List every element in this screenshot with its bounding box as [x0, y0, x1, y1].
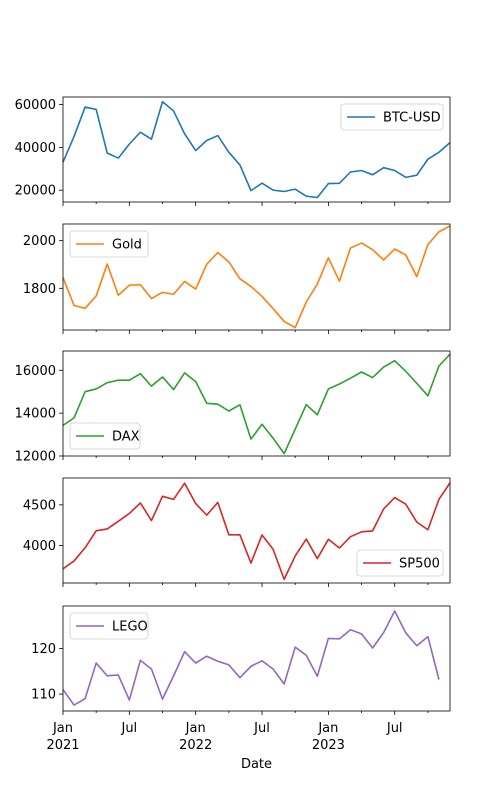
- y-tick-label: 16000: [15, 364, 56, 379]
- subplot-dax: 12000 14000 16000 DAX: [15, 350, 451, 465]
- x-tick-label: Jul: [120, 721, 137, 736]
- x-tick-label: Jan: [185, 721, 206, 736]
- x-tick-label: Jul: [386, 721, 403, 736]
- y-tick-label: 2000: [23, 234, 56, 249]
- series-line-sp500: [62, 482, 451, 581]
- y-tick-label: 4000: [23, 539, 56, 554]
- series-line-gold: [62, 225, 451, 329]
- x-tick-label: Jan: [317, 721, 338, 736]
- legend: Gold: [69, 230, 149, 258]
- legend-box: [356, 549, 444, 577]
- axes-frame: [62, 477, 451, 584]
- axes-frame: [62, 605, 451, 712]
- axes-frame: [62, 350, 451, 457]
- y-tick-label: 20000: [15, 184, 56, 199]
- axes-frame: [62, 223, 451, 331]
- legend-box: [69, 230, 149, 258]
- legend-box: [340, 103, 444, 131]
- x-tick-label: Jan: [52, 721, 73, 736]
- legend-label: BTC-USD: [383, 111, 441, 126]
- x-axis-label: Date: [241, 757, 272, 772]
- y-tick-label: 120: [31, 642, 56, 657]
- legend-box: [69, 612, 149, 640]
- series-line-lego: [62, 610, 440, 706]
- x-tick-year-label: 2021: [46, 738, 79, 753]
- subplot-btc-usd: 20000 40000 60000 BTC-USD: [15, 96, 451, 206]
- x-tick-year-label: 2022: [179, 738, 212, 753]
- legend-label: SP500: [399, 557, 440, 572]
- legend: BTC-USD: [340, 103, 444, 131]
- y-tick-label: 1800: [23, 282, 56, 297]
- y-tick-label: 12000: [15, 450, 56, 465]
- subplot-sp500: 4000 4500 SP500: [23, 477, 451, 587]
- x-tick-year-label: 2023: [312, 738, 345, 753]
- series-line-dax: [62, 353, 451, 455]
- legend-box: [69, 422, 141, 450]
- legend-label: DAX: [112, 430, 140, 445]
- y-tick-label: 40000: [15, 141, 56, 156]
- subplot-gold: 1800 2000 Gold: [23, 223, 451, 334]
- series-line-btc-usd: [62, 100, 451, 199]
- y-tick-label: 60000: [15, 98, 56, 113]
- x-tick-label: Jul: [253, 721, 270, 736]
- axes-frame: [62, 96, 451, 203]
- y-tick-label: 4500: [23, 498, 56, 513]
- legend-label: LEGO: [112, 620, 148, 635]
- legend: LEGO: [69, 612, 149, 640]
- legend-label: Gold: [112, 238, 142, 253]
- legend: SP500: [356, 549, 444, 577]
- legend: DAX: [69, 422, 141, 450]
- y-tick-label: 110: [31, 688, 56, 703]
- y-tick-label: 14000: [15, 407, 56, 422]
- subplot-lego: 110 120 LEGO: [31, 605, 451, 715]
